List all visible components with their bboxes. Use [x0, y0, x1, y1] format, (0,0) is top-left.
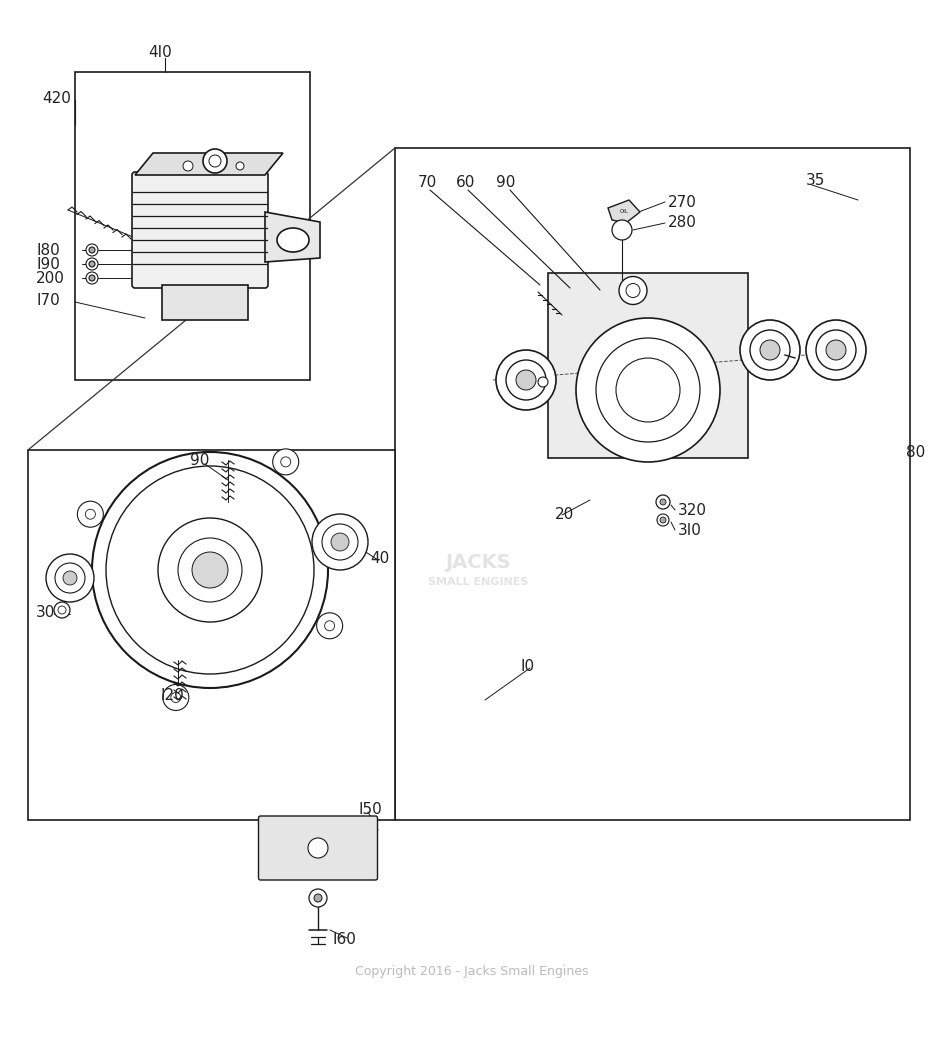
Text: JACKS: JACKS: [446, 553, 511, 572]
Text: 90: 90: [190, 452, 210, 467]
Text: I90: I90: [36, 256, 59, 272]
Polygon shape: [162, 285, 248, 320]
Circle shape: [312, 514, 368, 570]
Polygon shape: [608, 200, 640, 223]
Circle shape: [322, 524, 358, 560]
Text: 35: 35: [806, 172, 825, 187]
Circle shape: [273, 449, 298, 474]
Text: 280: 280: [668, 214, 697, 230]
Text: 20: 20: [555, 507, 574, 521]
Circle shape: [516, 370, 536, 390]
Polygon shape: [28, 450, 395, 820]
Circle shape: [77, 502, 103, 528]
Polygon shape: [135, 153, 283, 175]
Circle shape: [660, 500, 666, 505]
Text: 4I0: 4I0: [148, 45, 172, 60]
Text: I20: I20: [160, 688, 184, 702]
Polygon shape: [75, 72, 310, 380]
Ellipse shape: [277, 228, 309, 252]
Text: 90: 90: [496, 175, 515, 189]
Text: Copyright 2016 - Jacks Small Engines: Copyright 2016 - Jacks Small Engines: [355, 966, 589, 978]
Circle shape: [325, 621, 334, 631]
Text: 420: 420: [42, 91, 71, 106]
Circle shape: [85, 509, 95, 519]
Text: 320: 320: [678, 503, 707, 517]
Circle shape: [209, 155, 221, 167]
Circle shape: [826, 340, 846, 359]
Polygon shape: [265, 212, 320, 262]
Text: 60: 60: [456, 175, 476, 189]
Circle shape: [619, 277, 647, 304]
Circle shape: [183, 161, 193, 171]
Circle shape: [331, 533, 349, 551]
Circle shape: [158, 518, 262, 622]
Circle shape: [308, 838, 328, 858]
Circle shape: [760, 340, 780, 359]
FancyBboxPatch shape: [132, 172, 268, 288]
Circle shape: [86, 272, 98, 284]
Text: 70: 70: [418, 175, 437, 189]
Circle shape: [309, 889, 327, 907]
Text: 270: 270: [668, 194, 697, 209]
Circle shape: [86, 243, 98, 256]
Circle shape: [657, 514, 669, 526]
Circle shape: [314, 895, 322, 902]
Circle shape: [596, 338, 700, 442]
Circle shape: [203, 149, 227, 173]
Text: 30: 30: [36, 604, 56, 620]
Circle shape: [616, 358, 680, 422]
FancyBboxPatch shape: [259, 816, 378, 880]
Circle shape: [171, 693, 181, 702]
Circle shape: [89, 261, 95, 268]
Polygon shape: [395, 148, 910, 820]
Circle shape: [192, 552, 228, 588]
Circle shape: [740, 320, 800, 380]
Circle shape: [89, 275, 95, 281]
Circle shape: [316, 612, 343, 638]
Text: 80: 80: [906, 444, 925, 460]
Text: I0: I0: [520, 658, 534, 673]
Circle shape: [46, 554, 94, 602]
Circle shape: [280, 457, 291, 467]
Circle shape: [626, 283, 640, 298]
Circle shape: [806, 320, 866, 380]
Circle shape: [236, 162, 244, 170]
Circle shape: [178, 538, 242, 602]
Circle shape: [54, 602, 70, 618]
Circle shape: [106, 466, 314, 674]
Text: 3I0: 3I0: [678, 522, 702, 537]
Circle shape: [63, 571, 77, 585]
Polygon shape: [548, 273, 748, 458]
Circle shape: [660, 517, 666, 522]
Circle shape: [750, 330, 790, 370]
Text: I50: I50: [358, 803, 381, 817]
Circle shape: [816, 330, 856, 370]
Text: OIL: OIL: [619, 209, 629, 213]
Text: SMALL ENGINES: SMALL ENGINES: [428, 577, 529, 587]
Circle shape: [89, 247, 95, 253]
Text: I70: I70: [36, 293, 59, 307]
Text: 40: 40: [370, 551, 389, 565]
Text: 200: 200: [36, 271, 65, 285]
Circle shape: [92, 452, 328, 688]
Text: I80: I80: [36, 242, 59, 257]
Circle shape: [496, 350, 556, 410]
Circle shape: [162, 684, 189, 711]
Circle shape: [656, 495, 670, 509]
Circle shape: [86, 258, 98, 270]
Circle shape: [55, 563, 85, 593]
Circle shape: [576, 318, 720, 462]
Circle shape: [612, 220, 632, 240]
Circle shape: [58, 606, 66, 614]
Circle shape: [506, 359, 546, 400]
Circle shape: [538, 377, 548, 387]
Text: I60: I60: [332, 932, 356, 948]
